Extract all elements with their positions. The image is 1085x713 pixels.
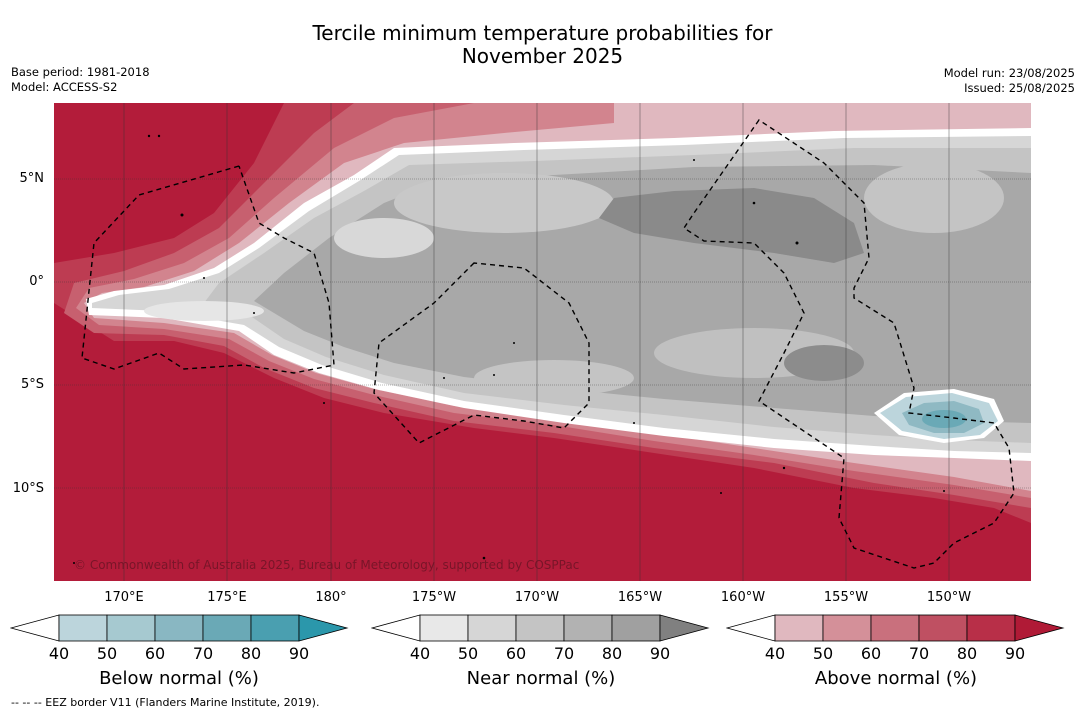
colorbar-extend-low (371, 614, 421, 642)
below-70-region (922, 410, 966, 428)
eez-borders (81, 119, 1015, 569)
colorbar-box (106, 614, 156, 642)
near-light-patch-3 (864, 163, 1004, 233)
lon-label-180: 180° (315, 590, 347, 605)
colorbar-box (467, 614, 517, 642)
near-light-patch-5 (474, 360, 634, 396)
near-80-patch-2 (784, 345, 864, 381)
near-light-patch-1 (394, 173, 614, 233)
colorbar-box (966, 614, 1016, 642)
tick: 80 (956, 644, 978, 663)
tick: 40 (409, 644, 431, 663)
lon-label-170w: 170°W (514, 590, 560, 605)
colorbar-below-title: Below normal (%) (99, 668, 259, 689)
lat-label-10s: 10°S (12, 481, 44, 496)
lat-label-5s: 5°S (20, 377, 44, 392)
colorbar-extend-high (298, 614, 349, 642)
colorbar-extend-low (726, 614, 776, 642)
tick: 80 (240, 644, 262, 663)
colorbar-box (202, 614, 252, 642)
tick: 90 (649, 644, 671, 663)
credit-text: © Commonwealth of Australia 2025, Bureau… (74, 558, 580, 572)
lon-label-170e: 170°E (104, 590, 144, 605)
tick: 60 (860, 644, 882, 663)
title-line-1: Tercile minimum temperature probabilitie… (312, 21, 773, 45)
colorbar-box (58, 614, 108, 642)
tick: 90 (288, 644, 310, 663)
tick: 50 (96, 644, 118, 663)
colorbar-box (250, 614, 300, 642)
meta-right: Model run: 23/08/2025 Issued: 25/08/2025 (944, 66, 1075, 96)
colorbar-box (822, 614, 872, 642)
near-light-patch-2 (334, 218, 434, 258)
lon-label-160w: 160°W (720, 590, 766, 605)
tick: 50 (812, 644, 834, 663)
lon-label-155w: 155°W (823, 590, 869, 605)
near-light-patch-6 (144, 301, 264, 321)
eez-footnote: -- -- -- EEZ border V11 (Flanders Marine… (11, 696, 320, 709)
tick: 50 (457, 644, 479, 663)
map-title: Tercile minimum temperature probabilitie… (0, 22, 1085, 68)
colorbar-box (154, 614, 204, 642)
probability-map: © Commonwealth of Australia 2025, Bureau… (54, 103, 1031, 581)
tick: 60 (505, 644, 527, 663)
graticule (54, 103, 1031, 581)
colorbar-box (611, 614, 661, 642)
model-name: Model: ACCESS-S2 (11, 80, 118, 94)
tick: 70 (192, 644, 214, 663)
colorbar-box (870, 614, 920, 642)
colorbar-box (515, 614, 565, 642)
colorbar-box (918, 614, 968, 642)
colorbar-above (726, 614, 1065, 642)
colorbar-above-title: Above normal (%) (814, 668, 978, 689)
tick: 40 (48, 644, 70, 663)
colorbar-box (563, 614, 613, 642)
tick: 80 (601, 644, 623, 663)
colorbar-extend-high (1014, 614, 1065, 642)
meta-left: Base period: 1981-2018 Model: ACCESS-S2 (11, 65, 150, 95)
tick: 70 (553, 644, 575, 663)
lon-label-175w: 175°W (411, 590, 457, 605)
colorbar-box (419, 614, 469, 642)
colorbar-box (774, 614, 824, 642)
colorbar-near (371, 614, 710, 642)
base-period: Base period: 1981-2018 (11, 65, 150, 79)
tick: 90 (1004, 644, 1026, 663)
title-line-2: November 2025 (461, 44, 624, 68)
colorbar-extend-high (659, 614, 710, 642)
issued-date: Issued: 25/08/2025 (964, 81, 1075, 95)
lat-label-0: 0° (29, 274, 44, 289)
lon-label-165w: 165°W (617, 590, 663, 605)
colorbar-near-title: Near normal (%) (466, 668, 616, 689)
lon-label-150w: 150°W (926, 590, 972, 605)
tick: 70 (908, 644, 930, 663)
model-run: Model run: 23/08/2025 (943, 66, 1075, 80)
colorbar-extend-low (10, 614, 60, 642)
lat-label-5n: 5°N (19, 171, 45, 186)
colorbar-below (10, 614, 349, 642)
tick: 40 (764, 644, 786, 663)
tick: 60 (144, 644, 166, 663)
lon-label-175e: 175°E (207, 590, 247, 605)
islands (73, 134, 945, 564)
map-canvas (54, 103, 1031, 581)
